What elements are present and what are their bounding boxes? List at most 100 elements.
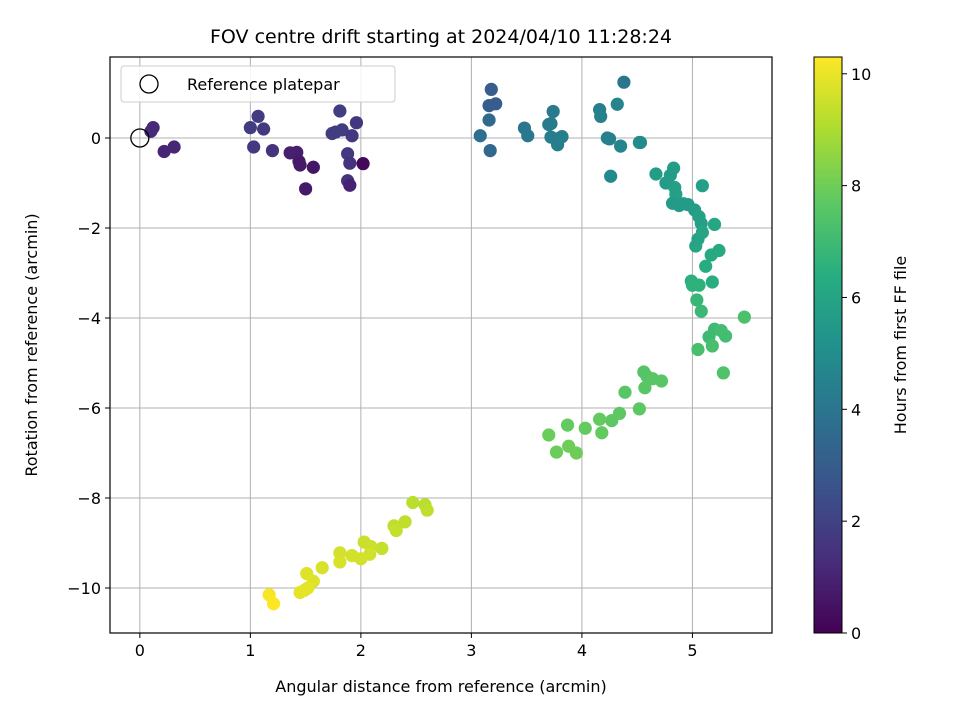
data-point — [544, 117, 558, 131]
legend: Reference platepar — [120, 65, 396, 103]
data-point — [632, 402, 646, 416]
y-tick-label: −8 — [77, 489, 101, 508]
data-point — [737, 310, 751, 324]
data-point — [473, 129, 487, 143]
data-point — [354, 552, 368, 566]
data-point — [667, 161, 681, 175]
colorbar-tick-label: 0 — [851, 624, 861, 643]
data-point — [605, 414, 619, 428]
data-point — [489, 97, 503, 111]
data-point — [484, 82, 498, 96]
data-point — [157, 144, 171, 159]
data-point — [549, 445, 564, 459]
data-point — [705, 275, 719, 289]
data-point — [482, 113, 496, 127]
data-point — [707, 217, 722, 231]
data-point — [333, 555, 347, 569]
x-tick-label: 2 — [356, 641, 366, 660]
data-point — [315, 561, 329, 575]
colorbar-tick-label: 2 — [851, 512, 861, 531]
data-point — [592, 412, 607, 426]
y-axis-label: Rotation from reference (arcmin) — [22, 213, 41, 476]
colorbar-ticks: 0 2 4 6 8 10 — [842, 65, 871, 643]
data-point — [604, 169, 618, 183]
x-tick-label: 1 — [245, 641, 255, 660]
data-point — [555, 130, 569, 144]
legend-box — [120, 65, 396, 103]
y-tick-label: −4 — [77, 309, 101, 328]
data-point — [333, 104, 347, 118]
colorbar-tick-label: 6 — [851, 288, 861, 307]
x-axis-label: Angular distance from reference (arcmin) — [275, 677, 606, 696]
data-point — [406, 495, 420, 510]
data-point — [167, 140, 181, 154]
x-tick-label: 5 — [687, 641, 697, 660]
data-point — [251, 109, 265, 123]
data-point — [146, 121, 160, 135]
data-point — [483, 144, 497, 158]
data-point — [299, 182, 313, 196]
data-point — [705, 339, 719, 353]
data-point — [521, 129, 535, 143]
reference-point-marker — [130, 128, 150, 148]
data-point — [560, 418, 575, 432]
x-tick-label: 0 — [135, 641, 145, 660]
data-point — [345, 129, 359, 143]
data-point — [398, 515, 412, 529]
legend-marker-hollow-circle — [139, 74, 159, 94]
data-point — [718, 329, 733, 343]
data-point — [265, 144, 280, 158]
colorbar-tick-label: 4 — [851, 400, 861, 419]
data-point — [343, 178, 357, 192]
colorbar-label: Hours from first FF file — [891, 256, 910, 435]
data-point — [695, 225, 709, 240]
data-point — [243, 121, 257, 135]
data-point — [613, 139, 628, 153]
data-point — [638, 381, 652, 395]
data-point — [618, 385, 632, 399]
colorbar-gradient — [813, 56, 843, 634]
colorbar-tick-label: 8 — [851, 177, 861, 196]
colorbar-tick-label: 10 — [851, 65, 871, 84]
data-points — [144, 75, 751, 611]
chart-title: FOV centre drift starting at 2024/04/10 … — [210, 26, 672, 48]
data-point — [691, 342, 705, 357]
data-point — [542, 428, 556, 442]
data-point — [692, 278, 706, 292]
data-point — [694, 304, 708, 318]
axis-ticks: 0 1 2 3 4 5 0 −2 −4 −6 −8 −10 — [67, 129, 697, 660]
y-tick-label: −2 — [77, 219, 101, 238]
data-point — [695, 179, 709, 193]
data-point — [569, 446, 583, 460]
data-point — [420, 503, 434, 517]
data-point — [247, 140, 261, 154]
data-point — [617, 75, 631, 89]
x-tick-label: 3 — [466, 641, 476, 660]
data-point — [356, 157, 370, 171]
data-point — [293, 158, 307, 172]
data-point — [602, 132, 617, 146]
y-tick-label: 0 — [91, 129, 101, 148]
colorbar: 0 2 4 6 8 10 Hours from first FF file — [813, 56, 910, 643]
data-point — [257, 122, 271, 136]
data-point — [690, 293, 704, 307]
data-point — [343, 156, 357, 170]
data-point — [716, 366, 730, 380]
data-point — [335, 123, 349, 137]
y-tick-label: −10 — [67, 579, 101, 598]
data-point — [578, 421, 592, 435]
data-point — [306, 160, 320, 174]
data-point — [375, 541, 389, 556]
data-point — [654, 374, 669, 388]
grid-lines — [110, 57, 772, 633]
data-point — [633, 135, 648, 150]
data-point — [266, 597, 281, 611]
data-point — [649, 167, 663, 181]
data-point — [594, 109, 608, 123]
x-tick-label: 4 — [577, 641, 587, 660]
data-point — [595, 426, 609, 440]
data-point — [293, 585, 307, 600]
data-point — [689, 239, 703, 253]
legend-label: Reference platepar — [187, 75, 340, 94]
data-point — [712, 243, 726, 258]
